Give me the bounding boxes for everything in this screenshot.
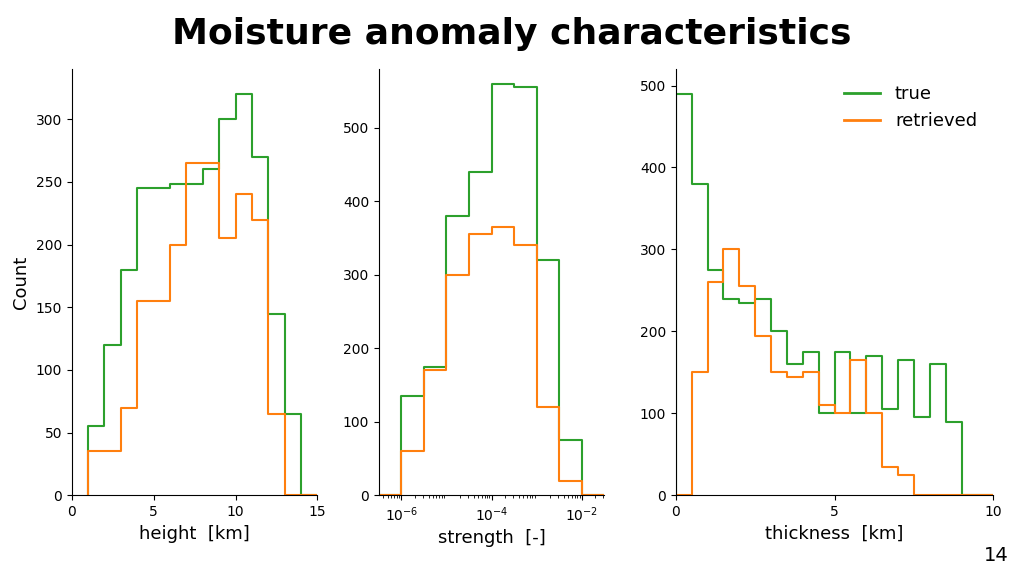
- Y-axis label: Count: Count: [12, 256, 30, 309]
- X-axis label: height  [km]: height [km]: [139, 525, 250, 543]
- X-axis label: strength  [-]: strength [-]: [437, 529, 546, 547]
- X-axis label: thickness  [km]: thickness [km]: [765, 525, 904, 543]
- Legend: true, retrieved: true, retrieved: [838, 78, 984, 138]
- Text: 14: 14: [984, 547, 1009, 565]
- Text: Moisture anomaly characteristics: Moisture anomaly characteristics: [172, 17, 852, 51]
